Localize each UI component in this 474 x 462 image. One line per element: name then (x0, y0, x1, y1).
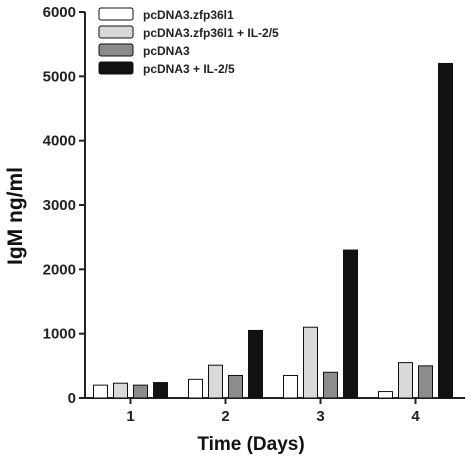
bar (323, 371, 338, 399)
y-tick-label: 3000 (43, 197, 76, 214)
legend-swatch (98, 61, 134, 75)
bar (228, 374, 243, 399)
bar (208, 364, 223, 399)
y-tick-label: 1000 (43, 326, 76, 343)
bar (188, 378, 203, 399)
bar (303, 326, 318, 399)
legend-swatch (98, 7, 134, 21)
x-tick-label: 1 (126, 408, 134, 425)
y-axis-title: IgM ng/ml (4, 167, 27, 265)
legend-label: pcDNA3.zfp36l1 (143, 8, 234, 22)
legend-label: pcDNA3.zfp36l1 + IL-2/5 (143, 26, 279, 40)
bar (418, 365, 433, 399)
y-tick-label: 0 (68, 390, 76, 407)
y-axis: 0 1000 2000 3000 4000 5000 6000 (43, 4, 86, 407)
x-tick-label: 2 (221, 408, 229, 425)
bar (283, 374, 298, 399)
legend-label: pcDNA3 (143, 44, 190, 58)
bar (93, 384, 108, 399)
y-tick-label: 6000 (43, 4, 76, 21)
x-tick-label: 4 (411, 408, 420, 425)
bar (438, 62, 453, 399)
legend-swatch (98, 25, 134, 39)
bar (133, 384, 148, 399)
legend-swatch (98, 43, 134, 57)
bar (398, 362, 413, 399)
x-tick-label: 3 (316, 408, 324, 425)
y-tick-label: 5000 (43, 68, 76, 85)
bar (113, 382, 128, 399)
bars (93, 62, 453, 399)
bar (378, 391, 393, 399)
x-axis: 1 2 3 4 (85, 397, 465, 425)
bar (153, 382, 168, 399)
legend: pcDNA3.zfp36l1 pcDNA3.zfp36l1 + IL-2/5 pcD… (98, 7, 279, 76)
y-tick-label: 4000 (43, 133, 76, 150)
bar (343, 249, 358, 399)
x-axis-title: Time (Days) (197, 434, 304, 455)
bar (248, 329, 263, 399)
y-tick-label: 2000 (43, 261, 76, 278)
legend-label: pcDNA3 + IL-2/5 (143, 62, 235, 76)
